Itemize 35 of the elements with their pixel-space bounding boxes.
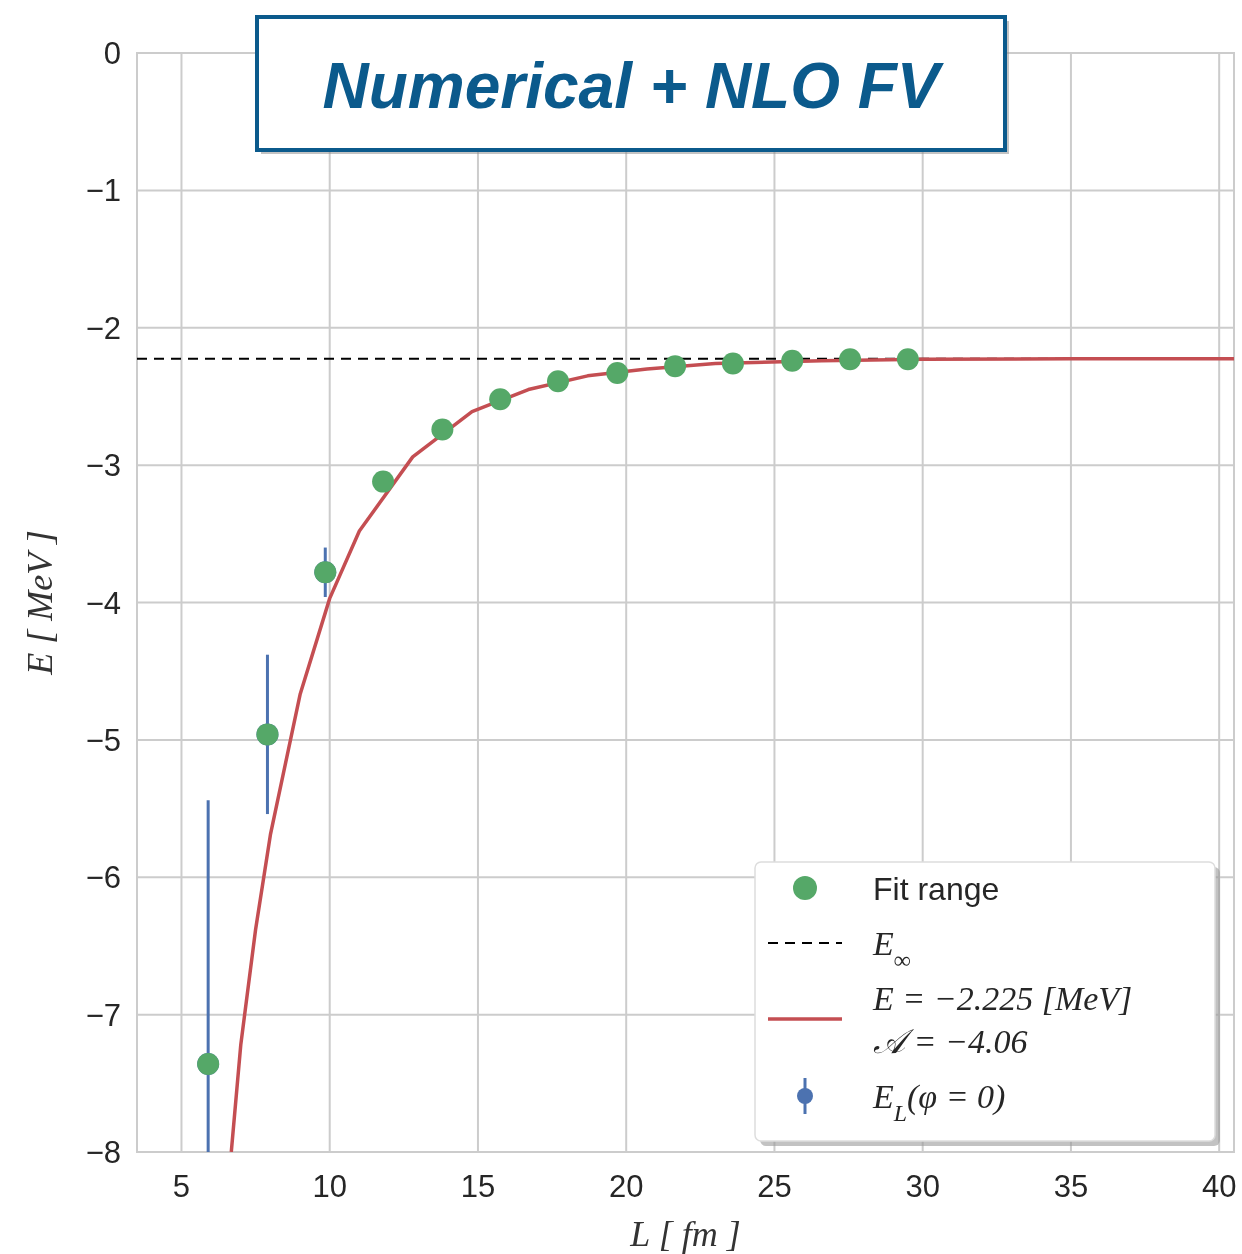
- x-tick-label: 35: [1053, 1169, 1089, 1204]
- point: [547, 370, 570, 393]
- y-tick-label: −3: [85, 448, 121, 484]
- y-tick-label: −8: [85, 1135, 121, 1170]
- point: [606, 362, 629, 385]
- y-tick-label: 0: [103, 36, 121, 71]
- point: [896, 348, 919, 371]
- point: [372, 470, 395, 493]
- y-tick-label: −5: [85, 722, 121, 758]
- x-tick-label: 15: [460, 1169, 496, 1204]
- point: [431, 418, 454, 441]
- chart-title: Numerical + NLO FV: [322, 50, 945, 122]
- x-tick-label: 40: [1201, 1169, 1237, 1204]
- point: [721, 352, 744, 375]
- point: [839, 348, 862, 371]
- x-tick-label: 25: [757, 1169, 792, 1204]
- line-series: [229, 356, 1234, 1152]
- legend-label: E$_{L}$(φ = 0): [872, 1078, 1006, 1126]
- y-axis-title: E [ MeV ]: [20, 530, 60, 676]
- point: [781, 349, 804, 372]
- y-tick-label: −7: [85, 997, 121, 1033]
- y-tick-label: −1: [85, 173, 121, 209]
- x-tick-label: 20: [608, 1169, 644, 1204]
- point: [664, 355, 687, 378]
- legend-label: Fit range: [873, 871, 1000, 907]
- point: [489, 388, 512, 411]
- y-tick-label: −4: [85, 585, 121, 621]
- x-tick-label: 10: [312, 1169, 347, 1204]
- y-tick-label: −2: [85, 310, 121, 346]
- x-axis-title: L [ fm ]: [629, 1214, 741, 1254]
- x-tick-label: 5: [172, 1169, 191, 1204]
- legend-label: E$_{∞}$: [872, 925, 911, 973]
- y-tick-label: −6: [85, 860, 121, 896]
- legend-label: E = −2.225 [MeV] 𝒜 = −4.06: [872, 980, 1133, 1060]
- x-tick-label: 30: [905, 1169, 940, 1204]
